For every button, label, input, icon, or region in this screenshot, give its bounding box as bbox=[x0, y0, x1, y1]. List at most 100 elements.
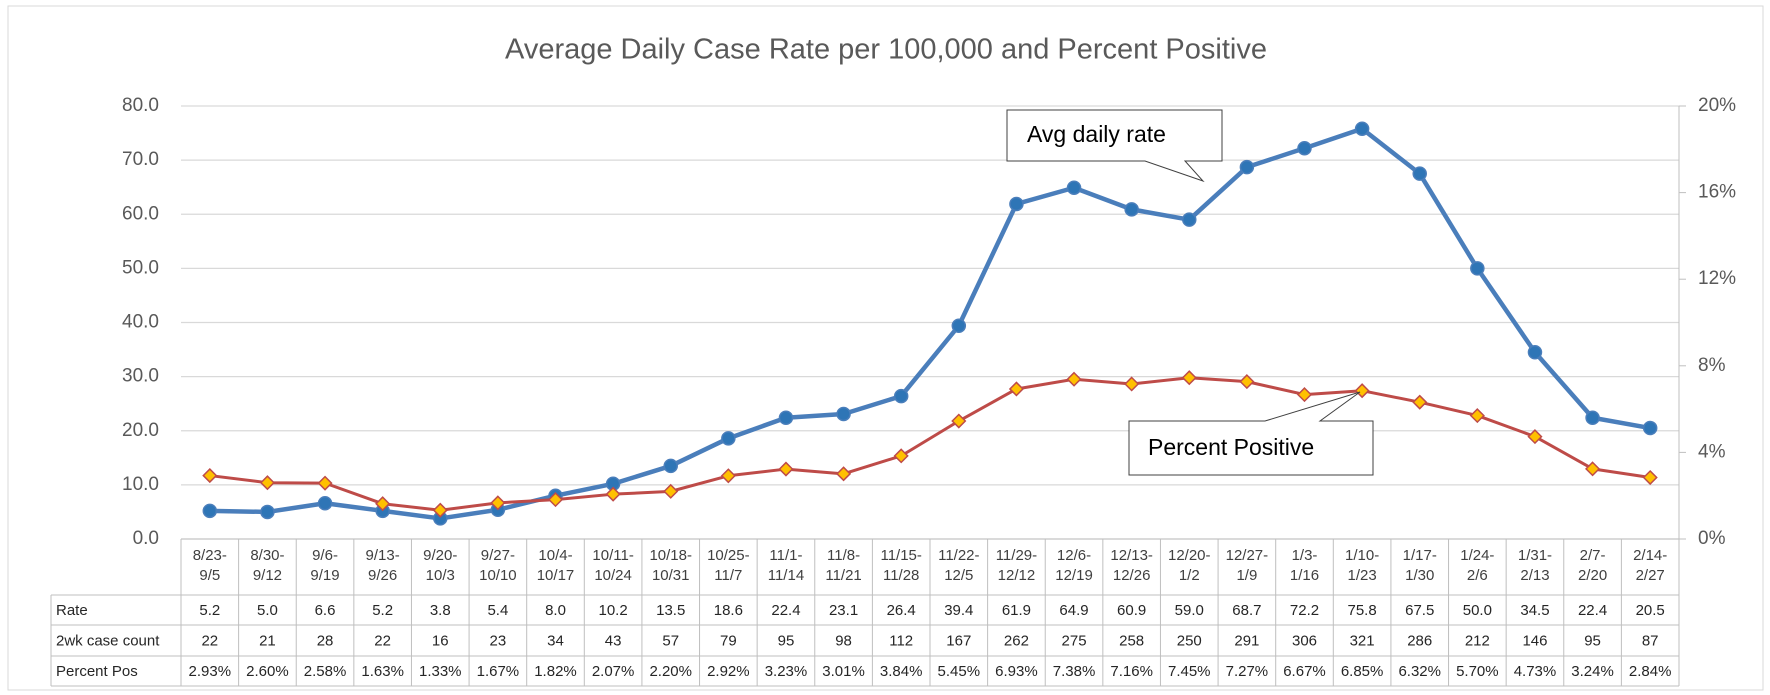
table-cell: 22.4 bbox=[1578, 602, 1607, 619]
callout-box bbox=[1006, 109, 1223, 183]
marker bbox=[1124, 376, 1140, 392]
y-tick-label: 0.0 bbox=[133, 528, 159, 549]
table-cell: 20.5 bbox=[1636, 602, 1665, 619]
series-line bbox=[209, 126, 1651, 521]
x-tick-label: 10/11-10/24 bbox=[592, 547, 633, 584]
y2-tick-label: 16% bbox=[1698, 182, 1736, 203]
table-cell: 112 bbox=[889, 632, 913, 649]
x-tick-label: 2/7-2/20 bbox=[1578, 547, 1607, 584]
chart-title: Average Daily Case Rate per 100,000 and … bbox=[505, 34, 1267, 66]
y-tick-label: 50.0 bbox=[122, 257, 159, 278]
table-cell: 10.2 bbox=[599, 602, 628, 619]
marker bbox=[951, 318, 967, 333]
marker bbox=[317, 475, 333, 491]
table-cell: 321 bbox=[1350, 632, 1375, 649]
table-cell: 8.0 bbox=[545, 602, 566, 619]
marker bbox=[1527, 429, 1543, 445]
marker bbox=[1182, 212, 1197, 227]
table-cell: 34.5 bbox=[1520, 602, 1549, 619]
table-cell: 3.23% bbox=[765, 663, 808, 680]
y-tick-label: 80.0 bbox=[122, 95, 159, 116]
table-cell: 43 bbox=[605, 632, 622, 649]
table-cell: 146 bbox=[1522, 632, 1547, 649]
table-cell: 2.20% bbox=[649, 663, 692, 680]
y-tick-label: 70.0 bbox=[122, 149, 159, 170]
marker bbox=[1239, 159, 1255, 175]
table-cell: 1.82% bbox=[534, 663, 577, 680]
marker bbox=[951, 413, 967, 429]
row-header: 2wk case count bbox=[56, 632, 160, 649]
table-cell: 250 bbox=[1177, 632, 1202, 649]
table-cell: 67.5 bbox=[1405, 602, 1434, 619]
x-tick-label: 11/22-12/5 bbox=[938, 547, 979, 584]
x-tick-label: 11/29-12/12 bbox=[996, 547, 1037, 584]
table-cell: 275 bbox=[1062, 632, 1087, 649]
table-cell: 98 bbox=[835, 632, 852, 649]
marker bbox=[1354, 121, 1370, 136]
y-tick-label: 20.0 bbox=[122, 420, 159, 441]
table-cell: 39.4 bbox=[944, 602, 973, 619]
y2-tick-label: 0% bbox=[1698, 528, 1726, 549]
table-cell: 21 bbox=[259, 632, 276, 649]
x-tick-label: 12/6-12/19 bbox=[1055, 547, 1093, 584]
plot bbox=[202, 121, 1658, 526]
marker bbox=[836, 406, 851, 422]
x-tick-label: 10/4-10/17 bbox=[537, 547, 575, 584]
table-cell: 23 bbox=[490, 632, 507, 649]
x-tick-label: 8/23-9/5 bbox=[193, 547, 227, 584]
marker bbox=[432, 502, 448, 518]
marker bbox=[893, 448, 909, 464]
y-tick-label: 30.0 bbox=[122, 366, 159, 387]
marker bbox=[1008, 381, 1024, 397]
table-cell: 57 bbox=[662, 632, 679, 649]
table-cell: 60.9 bbox=[1117, 602, 1146, 619]
marker bbox=[720, 468, 736, 484]
marker bbox=[1585, 410, 1600, 426]
marker bbox=[1239, 374, 1255, 390]
table-cell: 4.73% bbox=[1514, 663, 1557, 680]
table-cell: 2.93% bbox=[189, 663, 232, 680]
table-cell: 64.9 bbox=[1059, 602, 1088, 619]
table-cell: 18.6 bbox=[714, 602, 743, 619]
x-tick-label: 10/18-10/31 bbox=[649, 547, 692, 584]
y-tick-label: 40.0 bbox=[122, 312, 159, 333]
table-cell: 13.5 bbox=[656, 602, 685, 619]
marker bbox=[202, 468, 218, 484]
table-cell: 6.32% bbox=[1398, 663, 1441, 680]
table-cell: 50.0 bbox=[1463, 602, 1492, 619]
callout-box bbox=[1128, 391, 1374, 476]
series-line bbox=[209, 376, 1651, 512]
x-tick-label: 12/20-1/2 bbox=[1168, 547, 1211, 584]
marker bbox=[1124, 202, 1139, 217]
table-cell: 306 bbox=[1292, 632, 1317, 649]
table-cell: 6.85% bbox=[1341, 663, 1384, 680]
table-cell: 3.24% bbox=[1571, 663, 1614, 680]
x-tick-label: 1/24-2/6 bbox=[1460, 547, 1494, 584]
marker bbox=[663, 483, 679, 499]
x-tick-label: 1/31-2/13 bbox=[1518, 547, 1552, 584]
table-cell: 2.07% bbox=[592, 663, 635, 680]
marker bbox=[1469, 408, 1485, 424]
table-cell: 1.67% bbox=[477, 663, 520, 680]
row-header: Rate bbox=[56, 602, 88, 619]
y-tick-label: 60.0 bbox=[122, 203, 159, 224]
marker bbox=[1585, 461, 1601, 477]
table-cell: 59.0 bbox=[1175, 602, 1204, 619]
table-cell: 68.7 bbox=[1232, 602, 1261, 619]
marker bbox=[490, 495, 506, 511]
marker bbox=[1642, 420, 1658, 436]
y2-tick-label: 12% bbox=[1698, 268, 1736, 289]
x-tick-label: 9/27-10/10 bbox=[479, 547, 517, 584]
marker bbox=[1642, 469, 1658, 486]
table-cell: 3.8 bbox=[430, 602, 451, 619]
table-cell: 95 bbox=[778, 632, 795, 649]
x-tick-label: 9/6-9/19 bbox=[310, 547, 339, 584]
marker bbox=[547, 492, 564, 508]
grid: 0.0 10.0 20.0 30.0 40.0 50.0 60.0 70.0 80.0 0% 4% 8… bbox=[122, 95, 1736, 549]
table-cell: 7.16% bbox=[1110, 663, 1153, 680]
table-cell: 262 bbox=[1004, 632, 1029, 649]
table-cell: 2.58% bbox=[304, 663, 347, 680]
marker bbox=[1009, 196, 1024, 212]
table-cell: 34 bbox=[547, 632, 564, 649]
